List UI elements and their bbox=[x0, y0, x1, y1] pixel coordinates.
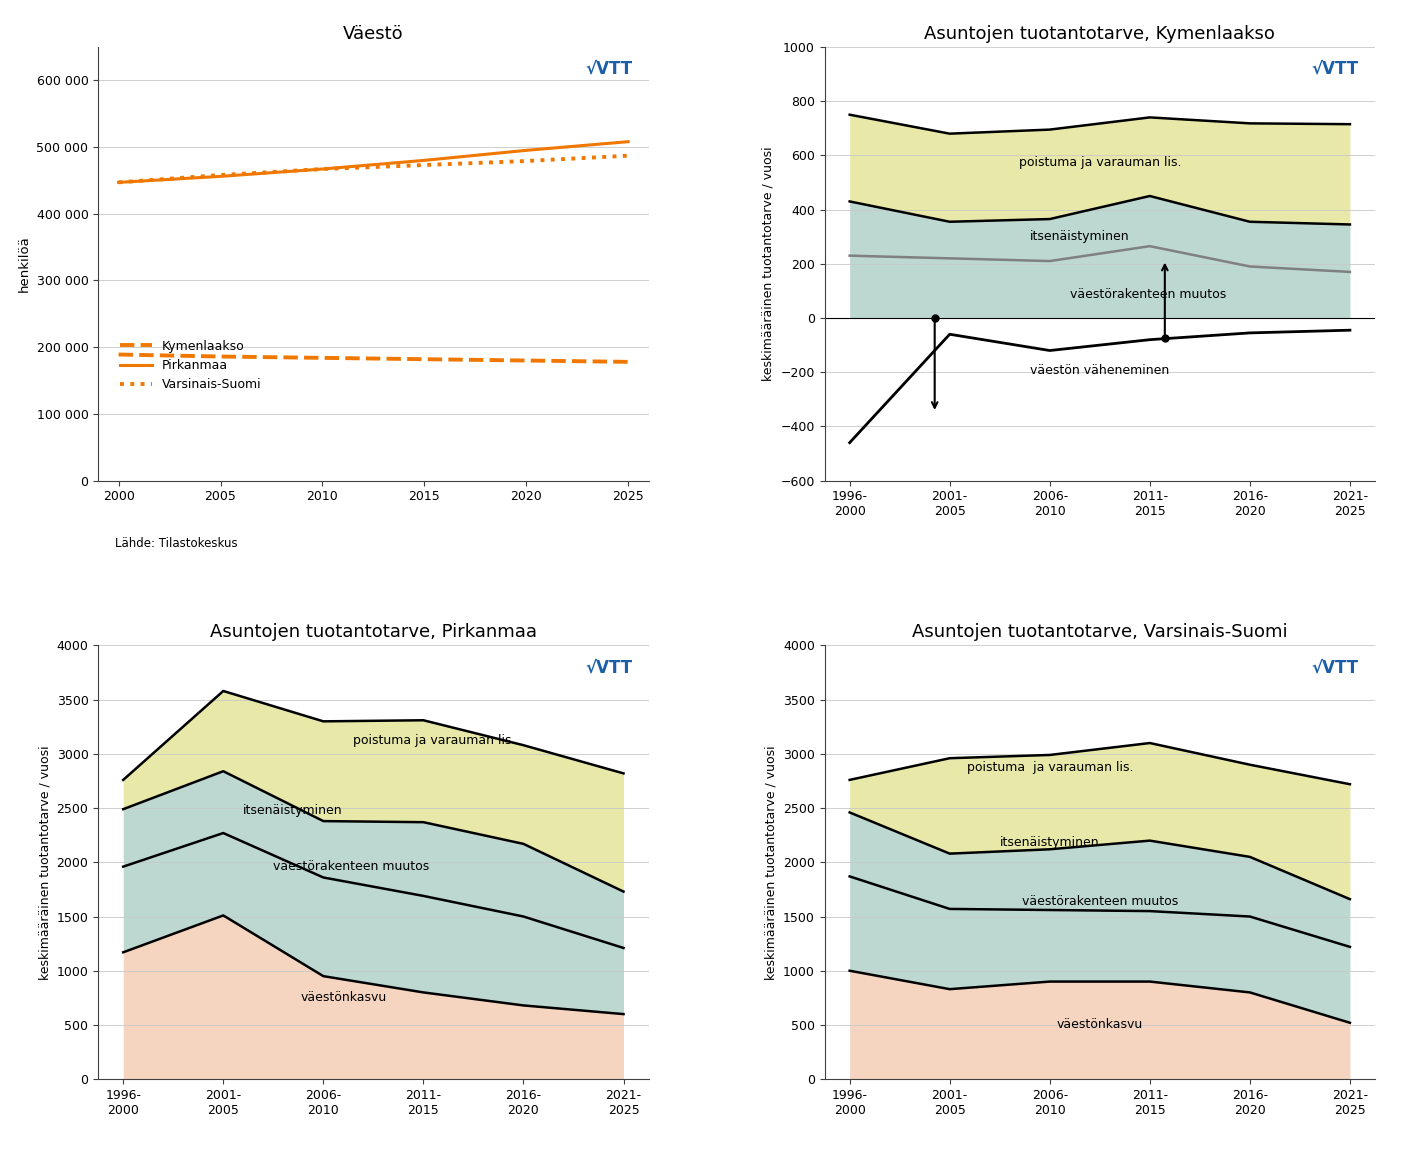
Text: väestörakenteen muutos: väestörakenteen muutos bbox=[1069, 289, 1226, 301]
Text: √VTT: √VTT bbox=[1312, 658, 1358, 677]
Text: √VTT: √VTT bbox=[585, 658, 631, 677]
Y-axis label: keskimääräinen tuotantotarve / vuosi: keskimääräinen tuotantotarve / vuosi bbox=[38, 745, 51, 979]
Text: itsenäistyminen: itsenäistyminen bbox=[1000, 836, 1100, 849]
Y-axis label: keskimääräinen tuotantotarve / vuosi: keskimääräinen tuotantotarve / vuosi bbox=[762, 147, 774, 381]
Text: poistuma ja varauman lis.: poistuma ja varauman lis. bbox=[1019, 156, 1181, 169]
Y-axis label: henkilöä: henkilöä bbox=[18, 236, 31, 292]
Text: itsenäistyminen: itsenäistyminen bbox=[243, 804, 342, 816]
Text: väestönkasvu: väestönkasvu bbox=[1056, 1018, 1143, 1031]
Text: väestörakenteen muutos: väestörakenteen muutos bbox=[274, 860, 429, 873]
Text: poistuma  ja varauman lis.: poistuma ja varauman lis. bbox=[967, 761, 1134, 774]
Text: Lähde: Tilastokeskus: Lähde: Tilastokeskus bbox=[115, 537, 237, 550]
Text: √VTT: √VTT bbox=[1312, 60, 1358, 77]
Title: Asuntojen tuotantotarve, Kymenlaakso: Asuntojen tuotantotarve, Kymenlaakso bbox=[925, 25, 1275, 42]
Title: Väestö: Väestö bbox=[344, 25, 404, 42]
Text: väestörakenteen muutos: väestörakenteen muutos bbox=[1021, 895, 1179, 908]
Text: itsenäistyminen: itsenäistyminen bbox=[1030, 230, 1129, 243]
Text: väestönkasvu: väestönkasvu bbox=[300, 991, 386, 1004]
Y-axis label: keskimääräinen tuotantotarve / vuosi: keskimääräinen tuotantotarve / vuosi bbox=[765, 745, 777, 979]
Text: väestön väheneminen: väestön väheneminen bbox=[1030, 365, 1169, 378]
Title: Asuntojen tuotantotarve, Varsinais-Suomi: Asuntojen tuotantotarve, Varsinais-Suomi bbox=[912, 623, 1288, 642]
Legend: Kymenlaakso, Pirkanmaa, Varsinais-Suomi: Kymenlaakso, Pirkanmaa, Varsinais-Suomi bbox=[115, 334, 267, 396]
Title: Asuntojen tuotantotarve, Pirkanmaa: Asuntojen tuotantotarve, Pirkanmaa bbox=[210, 623, 537, 642]
Text: poistuma ja varauman lis.: poistuma ja varauman lis. bbox=[354, 734, 516, 747]
Text: √VTT: √VTT bbox=[585, 60, 631, 77]
